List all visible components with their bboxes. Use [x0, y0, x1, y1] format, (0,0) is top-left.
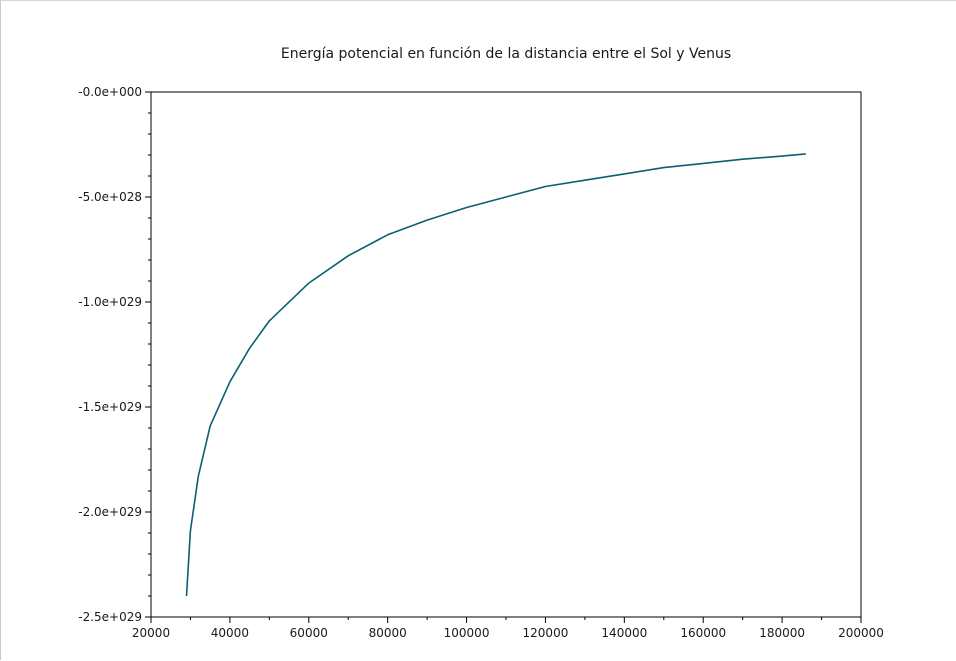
- x-tick-label: 200000: [838, 626, 884, 640]
- y-tick-label: -2.5e+029: [78, 610, 142, 624]
- x-tick-label: 20000: [132, 626, 170, 640]
- x-tick-label: 140000: [601, 626, 647, 640]
- y-tick-label: -0.0e+000: [78, 85, 142, 99]
- y-tick-label: -1.5e+029: [78, 400, 142, 414]
- y-tick-label: -2.0e+029: [78, 505, 142, 519]
- x-tick-label: 180000: [759, 626, 805, 640]
- y-tick-label: -5.0e+028: [78, 190, 142, 204]
- plot-area-border: [151, 92, 861, 617]
- x-tick-label: 40000: [211, 626, 249, 640]
- series-line: [187, 154, 806, 596]
- y-tick-label: -1.0e+029: [78, 295, 142, 309]
- x-tick-label: 60000: [290, 626, 328, 640]
- x-tick-label: 120000: [523, 626, 569, 640]
- x-tick-label: 160000: [680, 626, 726, 640]
- x-tick-label: 80000: [369, 626, 407, 640]
- x-tick-label: 100000: [444, 626, 490, 640]
